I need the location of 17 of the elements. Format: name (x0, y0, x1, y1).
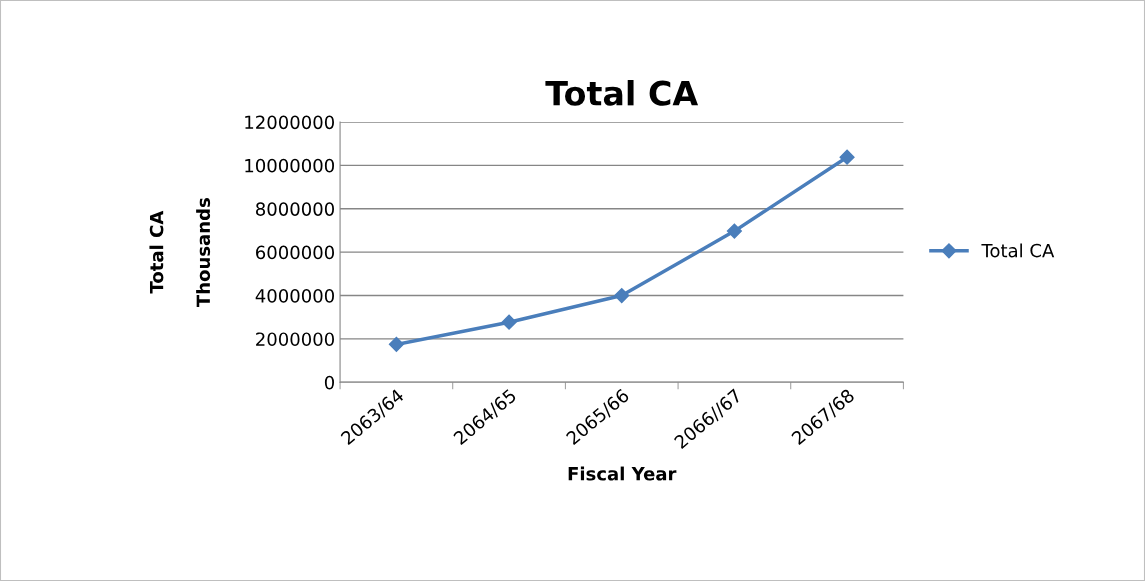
point (726, 223, 742, 239)
point (614, 287, 630, 304)
point (388, 336, 404, 352)
y-tick-label: 10000000 (245, 158, 334, 173)
y-tick-label: 4000000 (255, 288, 334, 303)
y-axis-title: Total CA (149, 210, 164, 294)
text: Thousands (196, 198, 211, 308)
point (839, 149, 855, 165)
point (501, 314, 517, 330)
y-tick-label: 2000000 (256, 332, 334, 347)
y-tick-label: 12000000 (245, 115, 334, 130)
y-tick-label: 6000000 (256, 245, 334, 260)
legend-label: Total CA (981, 243, 1055, 258)
y-tick-label: 8000000 (256, 202, 334, 216)
x-axis-title: Fiscal Year (568, 466, 677, 481)
chart-title: Total CA (545, 80, 699, 106)
y-tick-label: 0 (324, 375, 334, 390)
